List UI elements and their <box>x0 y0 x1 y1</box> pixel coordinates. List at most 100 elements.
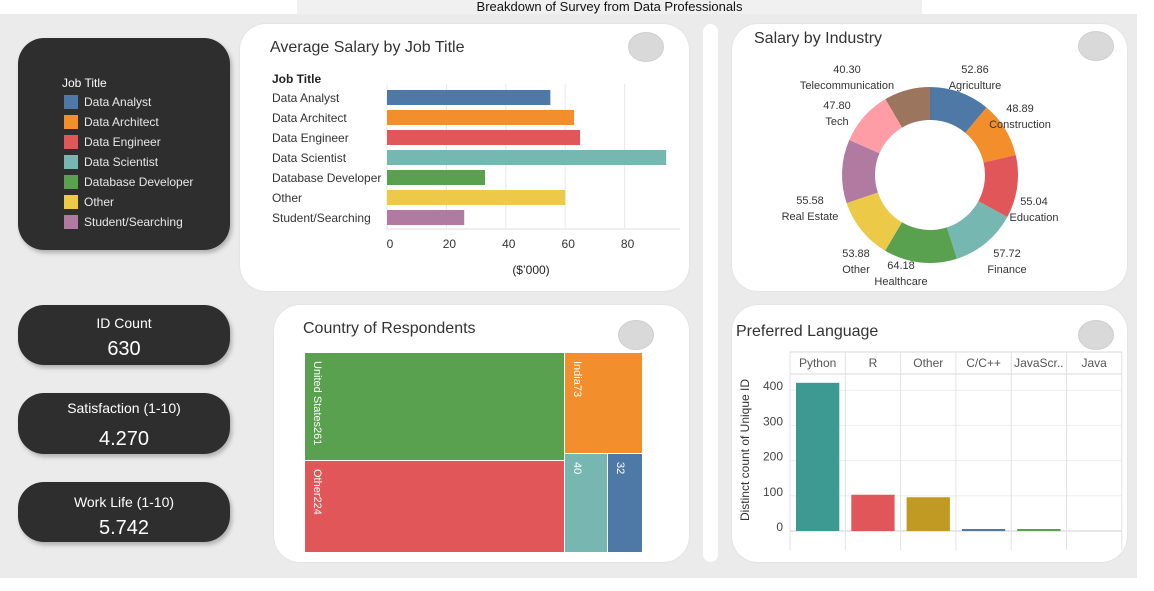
industry-name-label: Construction <box>989 119 1051 131</box>
treemap-label: United States261 <box>311 361 323 445</box>
industry-slice[interactable] <box>849 99 903 154</box>
treemap-label: 40 <box>571 462 583 474</box>
job-title-label: Data Scientist <box>272 151 347 165</box>
job-title-label: Student/Searching <box>272 211 371 225</box>
language-tick-label: 300 <box>763 414 783 428</box>
language-bar[interactable] <box>961 529 1006 531</box>
legend-swatch <box>64 155 78 169</box>
industry-name-label: Education <box>1010 212 1059 224</box>
legend-item[interactable]: Data Scientist <box>64 154 158 170</box>
legend-swatch <box>64 135 78 149</box>
legend-label: Data Scientist <box>84 155 159 169</box>
kpi-work-life-label: Work Life (1-10) <box>73 494 175 510</box>
language-bar[interactable] <box>796 382 840 531</box>
industry-value-label: 47.80 <box>823 100 851 112</box>
legend-item[interactable]: Data Architect <box>64 114 159 130</box>
language-title: Preferred Language <box>736 323 879 340</box>
treemap-count: 40 <box>571 462 583 475</box>
job-title-label: Database Developer <box>272 171 381 185</box>
legend-swatch <box>64 115 78 129</box>
industry-name-label: Finance <box>987 264 1026 276</box>
legend-item[interactable]: Student/Searching <box>64 214 183 230</box>
legend-item[interactable]: Other <box>64 194 114 210</box>
salary-bar[interactable] <box>387 170 486 185</box>
legend-label: Other <box>84 195 115 209</box>
job-title-label: Data Engineer <box>272 131 349 145</box>
industry-slice[interactable] <box>846 192 902 251</box>
language-toggle-button[interactable] <box>1078 320 1114 350</box>
industry-toggle-button[interactable] <box>1078 31 1114 61</box>
language-bar[interactable] <box>1017 529 1061 531</box>
legend-item[interactable]: Data Analyst <box>64 94 151 110</box>
salary-by-job-header: Job Title <box>272 72 321 86</box>
salary-tick-label: 40 <box>502 237 516 251</box>
treemap-cell[interactable]: United States261 <box>305 353 564 460</box>
legend-item[interactable]: Data Engineer <box>64 134 161 150</box>
salary-by-job-title: Average Salary by Job Title <box>270 39 465 56</box>
language-bar[interactable] <box>851 494 895 531</box>
language-column-header[interactable]: Java <box>1081 356 1107 370</box>
language-tick-label: 200 <box>763 450 783 464</box>
industry-slice[interactable] <box>930 87 987 133</box>
vertical-divider <box>703 24 718 562</box>
treemap-count: 73 <box>571 384 583 398</box>
treemap-cell[interactable]: India73 <box>565 353 642 453</box>
treemap-country-name: United States <box>311 361 323 428</box>
salary-bar[interactable] <box>387 90 551 105</box>
treemap-label: 32 <box>614 462 626 474</box>
language-bar[interactable] <box>906 497 950 531</box>
industry-value-label: 40.30 <box>833 64 861 76</box>
language-column-header[interactable]: Other <box>913 356 943 370</box>
treemap-count: 224 <box>311 496 323 515</box>
treemap-count: 261 <box>311 427 323 446</box>
country-title: Country of Respondents <box>303 320 476 337</box>
language-column-header[interactable]: C/C++ <box>966 356 1001 370</box>
salary-by-job-toggle-button[interactable] <box>628 32 664 62</box>
legend-label: Data Engineer <box>84 135 161 149</box>
legend-swatch <box>64 175 78 189</box>
industry-slice[interactable] <box>885 87 930 128</box>
industry-slice[interactable] <box>885 222 957 263</box>
industry-slice[interactable] <box>965 107 1016 163</box>
treemap-cell[interactable]: Other224 <box>305 461 564 552</box>
country-card: Country of Respondents United States261 O… <box>274 305 689 562</box>
job-title-legend: Job Title Data Analyst Data Architect Data… <box>18 38 230 250</box>
language-column-header[interactable]: Python <box>799 356 836 370</box>
salary-bar[interactable] <box>387 130 581 145</box>
legend-item[interactable]: Database Developer <box>64 174 193 190</box>
legend-label: Student/Searching <box>84 215 183 229</box>
industry-name-label: Telecommunication <box>800 80 894 92</box>
treemap-label: India73 <box>571 361 583 397</box>
country-toggle-button[interactable] <box>618 320 654 350</box>
industry-name-label: Tech <box>825 116 848 128</box>
treemap-cell[interactable]: 32 <box>608 454 642 552</box>
salary-bar[interactable] <box>387 210 465 225</box>
legend-title: Job Title <box>62 76 107 90</box>
job-title-label: Data Analyst <box>272 91 340 105</box>
industry-slice[interactable] <box>978 155 1018 218</box>
legend-swatch <box>64 195 78 209</box>
language-column-header[interactable]: JavaScr.. <box>1014 356 1063 370</box>
legend-swatch <box>64 95 78 109</box>
job-title-label: Other <box>272 191 302 205</box>
language-chart: Distinct count of Unique ID Python R Other… <box>738 351 1123 550</box>
industry-slice[interactable] <box>842 140 880 204</box>
salary-bar[interactable] <box>387 190 566 205</box>
treemap-label: Other224 <box>311 469 323 515</box>
kpi-satisfaction: Satisfaction (1-10) 4.270 <box>18 393 230 454</box>
country-treemap: United States261 Other224 India73 40 32 <box>304 352 642 552</box>
language-column-header[interactable]: R <box>869 356 878 370</box>
treemap-country-name: India <box>571 361 583 385</box>
salary-bar[interactable] <box>387 150 667 165</box>
job-title-label: Data Architect <box>272 111 347 125</box>
industry-value-label: 52.86 <box>961 64 989 76</box>
kpi-satisfaction-label: Satisfaction (1-10) <box>67 400 181 416</box>
treemap-cell[interactable]: 40 <box>565 454 607 552</box>
industry-value-label: 55.58 <box>796 195 824 207</box>
salary-tick-label: 60 <box>562 237 576 251</box>
industry-value-label: 48.89 <box>1006 103 1034 115</box>
industry-slice[interactable] <box>946 201 1008 259</box>
dashboard-title: Breakdown of Survey from Data Profession… <box>297 0 922 14</box>
treemap-country-name: Other <box>311 469 323 497</box>
salary-bar[interactable] <box>387 110 575 125</box>
